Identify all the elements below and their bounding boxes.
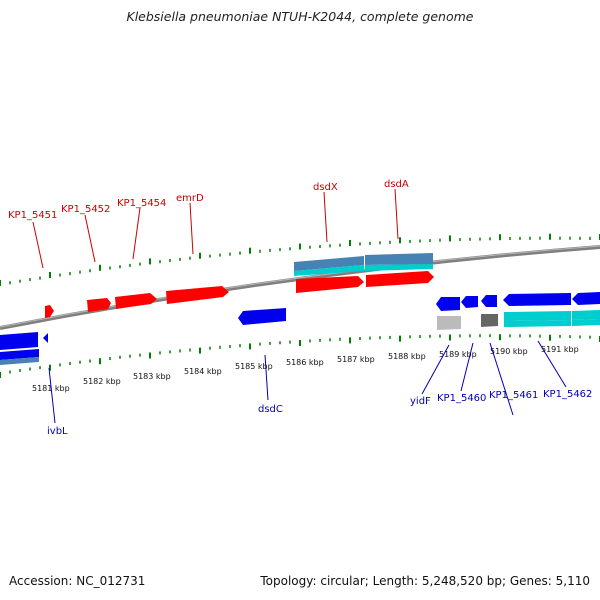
reverse-cds-KP1_5462[interactable] (503, 293, 571, 306)
gene-label-dsdC[interactable]: dsdC (258, 404, 283, 415)
leader-line (323, 191, 328, 243)
leader-line (32, 221, 44, 269)
gene-label-yidF[interactable]: yidF (410, 396, 431, 407)
forward-cds-emrD[interactable] (166, 286, 229, 304)
gene-label-emrD[interactable]: emrD (176, 193, 204, 204)
reverse-cds[interactable] (572, 292, 600, 305)
leader-line (489, 342, 514, 416)
pseudogene-feature[interactable] (437, 316, 461, 330)
reverse-cds-KP1_5460[interactable] (461, 296, 478, 308)
leader-line (264, 354, 269, 401)
reverse-gene-labels: ivbL dsdC yidF KP1_5460 KP1_5461 KP1_546… (47, 340, 592, 437)
reverse-cds-yidF[interactable] (436, 297, 460, 311)
scale-label: 5189 kbp (439, 350, 477, 359)
forward-cds-KP1_5451[interactable] (45, 305, 54, 318)
gene-label-ivbL[interactable]: ivbL (47, 426, 68, 437)
gene-label-dsdX[interactable]: dsdX (313, 182, 338, 193)
scale-label: 5183 kbp (133, 372, 171, 381)
map-title: Klebsiella pneumoniae NTUH-K2044, comple… (126, 9, 474, 24)
genome-backbone (0, 245, 600, 330)
gene-label-KP1_5454[interactable]: KP1_5454 (117, 198, 166, 209)
genome-backbone-highlight (0, 245, 600, 328)
forward-rna-feature[interactable] (365, 253, 433, 265)
inner-tick-track (0, 334, 600, 378)
leader-line (421, 344, 450, 395)
forward-cds-KP1_5452[interactable] (87, 298, 111, 312)
reverse-cds-dsdC[interactable] (238, 308, 286, 325)
leader-line (84, 214, 96, 263)
gene-label-dsdA[interactable]: dsdA (384, 179, 409, 190)
leader-line (48, 367, 56, 424)
leader-line (460, 342, 474, 392)
leader-line (132, 207, 141, 260)
scale-label: 5187 kbp (337, 355, 375, 364)
reverse-rna-feature[interactable] (504, 320, 571, 327)
forward-cds-KP1_5454[interactable] (115, 293, 157, 309)
reverse-cds[interactable] (0, 332, 38, 350)
forward-gene-labels: KP1_5451 KP1_5452 KP1_5454 emrD dsdX dsd… (8, 179, 409, 269)
gene-label-KP1_5461[interactable]: KP1_5461 (489, 390, 538, 401)
reverse-rna-feature[interactable] (0, 349, 39, 360)
reverse-cds-KP1_5461[interactable] (481, 295, 497, 307)
gene-label-KP1_5462[interactable]: KP1_5462 (543, 389, 592, 400)
scale-label: 5186 kbp (286, 358, 324, 367)
outer-tick-track (0, 233, 600, 286)
forward-rna-feature[interactable] (294, 256, 364, 271)
reverse-cds-ivbL[interactable] (43, 333, 48, 343)
scale-label: 5185 kbp (235, 362, 273, 371)
forward-cds-dsdX[interactable] (296, 276, 364, 293)
reverse-rna-feature[interactable] (572, 310, 600, 320)
genome-stats-text: Topology: circular; Length: 5,248,520 bp… (260, 574, 590, 588)
leader-line (394, 188, 399, 240)
gene-label-KP1_5451[interactable]: KP1_5451 (8, 210, 57, 221)
forward-rna-feature[interactable] (294, 265, 364, 276)
forward-rna-feature[interactable] (365, 264, 433, 271)
reverse-rna-feature[interactable] (504, 311, 571, 321)
gene-label-KP1_5452[interactable]: KP1_5452 (61, 204, 110, 215)
reverse-rna-feature[interactable] (572, 319, 600, 326)
leader-line (189, 202, 194, 255)
scale-label: 5188 kbp (388, 352, 426, 361)
scale-label: 5191 kbp (541, 345, 579, 354)
scale-labels: 5181 kbp 5182 kbp 5183 kbp 5184 kbp 5185… (32, 345, 579, 393)
forward-cds-dsdA[interactable] (366, 271, 434, 287)
other-feature[interactable] (481, 314, 498, 327)
scale-label: 5184 kbp (184, 367, 222, 376)
scale-label: 5190 kbp (490, 347, 528, 356)
leader-line (537, 340, 567, 388)
gene-label-KP1_5460[interactable]: KP1_5460 (437, 393, 486, 404)
scale-label: 5182 kbp (83, 377, 121, 386)
accession-text: Accession: NC_012731 (9, 574, 146, 588)
reverse-rna-feature[interactable] (0, 357, 39, 365)
